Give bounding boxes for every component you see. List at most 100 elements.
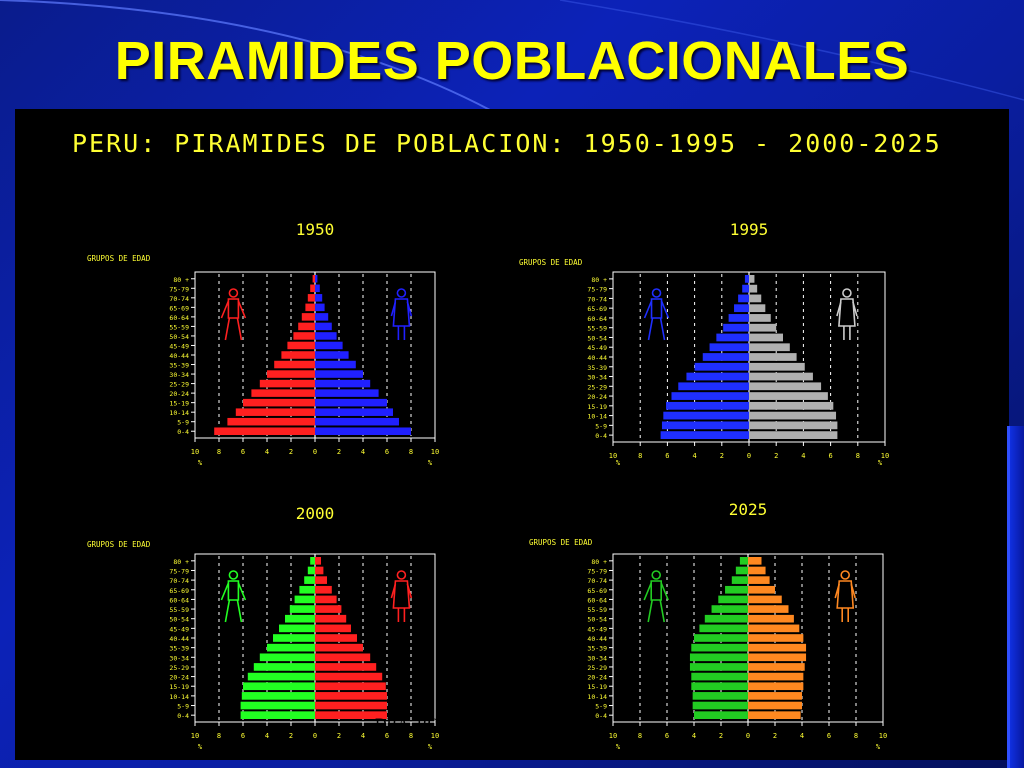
x-tick-label: 10 [191,732,199,740]
bar-right [315,653,371,662]
bar-left [660,431,749,439]
bar-left [689,663,748,671]
bar-left [678,382,749,391]
bar-right [749,421,838,430]
age-group-label: 60-64 [169,314,189,322]
bar-left [742,284,749,293]
age-group-label: 45-49 [587,625,607,633]
age-group-label: 75-79 [587,567,607,575]
age-group-label: 50-54 [587,616,607,624]
bar-left [287,341,315,350]
x-tick-label: 0 [313,732,317,740]
bar-left [274,360,315,369]
bar-left [692,692,748,700]
x-tick-label: 6 [827,732,831,740]
bar-left [307,566,315,575]
x-axis-unit-left: % [198,459,203,467]
age-group-label: 25-29 [587,383,607,391]
bar-right [748,585,775,594]
age-group-label: 65-69 [169,587,189,595]
male-figure-icon [220,570,247,623]
bar-right [315,379,371,388]
bar-right [748,701,802,710]
x-tick-label: 4 [692,732,696,740]
age-group-label: 55-59 [169,323,189,331]
age-group-label: 15-19 [587,683,607,691]
bar-right [748,682,804,691]
age-group-label: 60-64 [169,596,189,604]
bar-left [725,585,748,594]
x-axis-unit-right: % [428,459,433,467]
age-group-label: 80 + [173,558,189,566]
bar-right [748,692,802,700]
x-tick-label: 10 [609,732,617,740]
bar-left [251,389,315,397]
x-tick-label: 0 [313,448,317,456]
bar-right [748,643,807,652]
age-group-label: 35-39 [169,645,189,653]
x-tick-label: 10 [879,732,887,740]
bar-left [240,711,315,719]
bar-right [315,672,383,681]
bar-left [699,624,748,633]
bar-left [718,595,748,604]
age-group-label: 15-19 [587,403,607,411]
bar-right [748,605,789,613]
bar-right [315,566,324,575]
age-group-label: 55-59 [169,606,189,614]
age-group-label: 70-74 [587,295,607,303]
bar-left [663,411,749,420]
age-group-label: 40-44 [169,635,189,643]
x-tick-label: 8 [856,452,860,460]
bar-right [749,314,771,322]
age-group-label: 45-49 [169,342,189,350]
bar-right [748,672,804,681]
bar-right [748,614,794,623]
bar-right [749,392,828,400]
age-group-label: 10-14 [169,693,189,701]
y-axis-label: GRUPOS DE EDAD [87,254,151,263]
age-group-label: 20-24 [587,393,607,401]
x-tick-label: 10 [191,448,199,456]
bar-left [312,275,315,283]
x-tick-label: 6 [241,732,245,740]
bar-right [315,576,327,584]
age-group-label: 0-4 [595,712,607,720]
age-group-label: 75-79 [587,286,607,294]
bar-left [723,323,749,332]
bar-right [749,284,758,293]
x-tick-label: 6 [665,452,669,460]
bar-left [285,614,315,623]
age-group-label: 50-54 [169,333,189,341]
x-tick-label: 4 [801,452,805,460]
bar-left [259,653,315,662]
bar-left [235,408,315,416]
bar-left [294,595,315,604]
age-group-label: 30-34 [169,654,189,662]
age-group-label: 10-14 [587,693,607,701]
bar-left [689,653,748,662]
x-tick-label: 2 [289,732,293,740]
bar-left [298,322,315,331]
age-group-label: 15-19 [169,683,189,691]
bar-left [694,362,749,371]
bar-right [748,711,801,719]
age-group-label: 65-69 [587,587,607,595]
age-group-label: 50-54 [587,334,607,342]
x-tick-label: 8 [638,452,642,460]
age-group-label: 30-34 [587,654,607,662]
age-group-label: 0-4 [177,712,189,720]
x-tick-label: 8 [217,448,221,456]
pyramid-title: 2025 [729,500,768,519]
x-tick-label: 0 [747,452,751,460]
age-group-label: 30-34 [169,371,189,379]
age-group-label: 55-59 [587,325,607,333]
x-tick-label: 8 [217,732,221,740]
bar-right [315,427,411,435]
bar-left [744,275,749,283]
bar-right [315,643,363,652]
x-tick-label: 6 [665,732,669,740]
bar-left [273,634,315,642]
bar-right [315,332,337,340]
age-group-label: 80 + [591,276,607,284]
